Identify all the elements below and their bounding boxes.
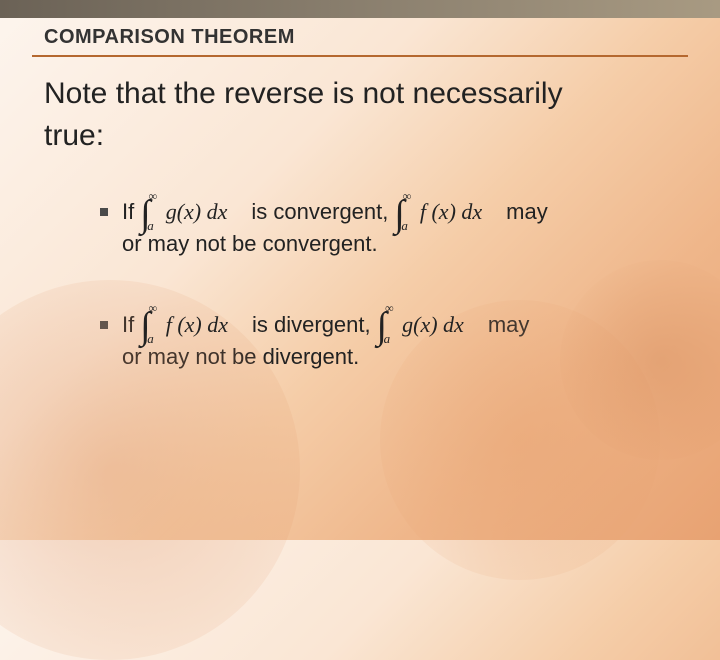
bullet-item: If ∫∞ag(x) dx is convergent, ∫∞af (x) dx… [100,197,680,257]
bullet-text-post: may [506,199,548,225]
integral-lower: a [401,218,408,234]
integral-upper: ∞ [385,301,394,316]
header-bar [0,0,720,18]
integral-lower: a [147,331,154,347]
slide-subtitle: Note that the reverse is not necessarily… [0,57,720,157]
slide-header-title: COMPARISON THEOREM [0,18,720,53]
bullet-text-pre: If [122,199,134,225]
integral-expression: ∫∞af (x) dx [134,309,234,339]
integral-upper: ∞ [149,189,158,204]
integrand: f (x) dx [166,312,228,338]
subtitle-line-2: true: [44,115,720,157]
integral-upper: ∞ [149,301,158,316]
integral-lower: a [384,331,391,347]
bullet-line-1: If ∫∞ag(x) dx is convergent, ∫∞af (x) dx… [100,197,680,227]
integrand: g(x) dx [166,199,228,225]
integral-lower: a [147,218,154,234]
integral-expression: ∫∞af (x) dx [388,197,488,227]
integral-expression: ∫∞ag(x) dx [134,197,233,227]
bullet-text-mid: is divergent, [252,312,371,338]
integral-upper: ∞ [403,189,412,204]
integrand: g(x) dx [402,312,464,338]
bullet-line-2: or may not be convergent. [100,231,680,257]
subtitle-line-1: Note that the reverse is not necessarily [44,73,720,115]
bullet-marker-icon [100,208,108,216]
integrand: f (x) dx [420,199,482,225]
integral-expression: ∫∞ag(x) dx [371,309,470,339]
bullet-text-mid: is convergent, [251,199,388,225]
